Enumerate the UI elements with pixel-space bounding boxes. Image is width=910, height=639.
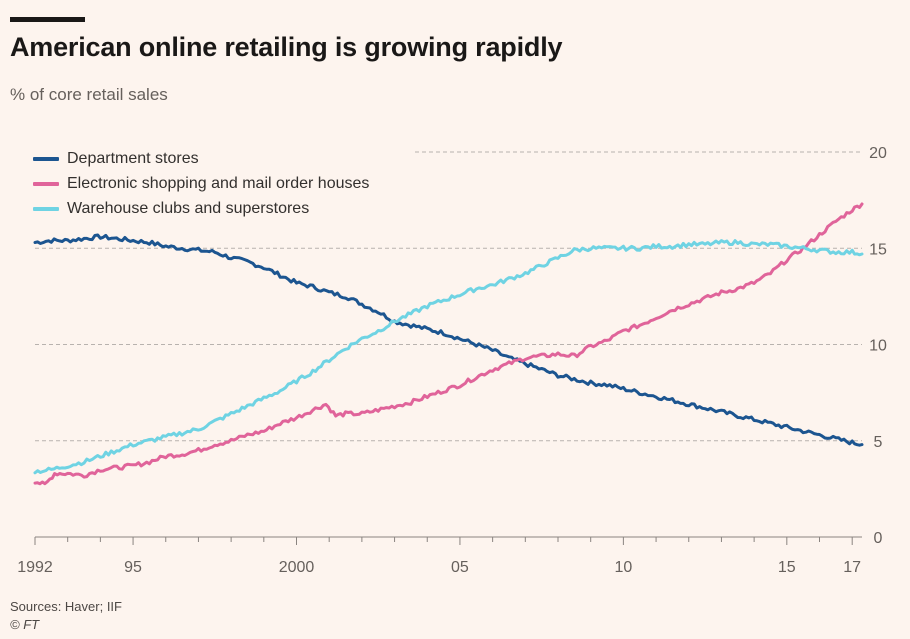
legend-label: Electronic shopping and mail order house… [67,174,370,192]
legend-swatch-department-stores [33,156,59,161]
x-tick-label: 05 [451,559,469,576]
legend-swatch-warehouse-clubs [33,206,59,211]
chart-legend: Department stores Electronic shopping an… [33,146,369,221]
sources-note: Sources: Haver; IIF [10,599,122,614]
series-line-department-stores [33,233,864,447]
y-tick-label: 10 [869,338,887,355]
legend-item-department-stores: Department stores [33,146,369,171]
legend-item-warehouse-clubs: Warehouse clubs and superstores [33,196,369,221]
chart-subtitle: % of core retail sales [10,85,168,104]
x-tick-label: 95 [124,559,142,576]
legend-swatch-electronic-shopping [33,181,59,186]
y-tick-label: 15 [869,241,887,258]
x-tick-label: 10 [614,559,632,576]
copyright-note: © FT [10,617,40,632]
title-accent-bar [10,17,85,22]
y-tick-label: 5 [874,434,883,451]
x-tick-label: 2000 [279,559,315,576]
legend-label: Warehouse clubs and superstores [67,199,310,217]
x-tick-label: 15 [778,559,796,576]
legend-item-electronic-shopping: Electronic shopping and mail order house… [33,171,369,196]
x-tick-label: 1992 [17,559,53,576]
y-tick-label: 0 [874,530,883,547]
chart-title: American online retailing is growing rap… [10,32,563,62]
series-line-electronic-shopping-and-mail-order-houses [33,202,864,486]
legend-label: Department stores [67,149,199,167]
series-line-warehouse-clubs-and-superstores [33,239,864,475]
x-tick-label: 17 [843,559,861,576]
y-tick-label: 20 [869,145,887,162]
